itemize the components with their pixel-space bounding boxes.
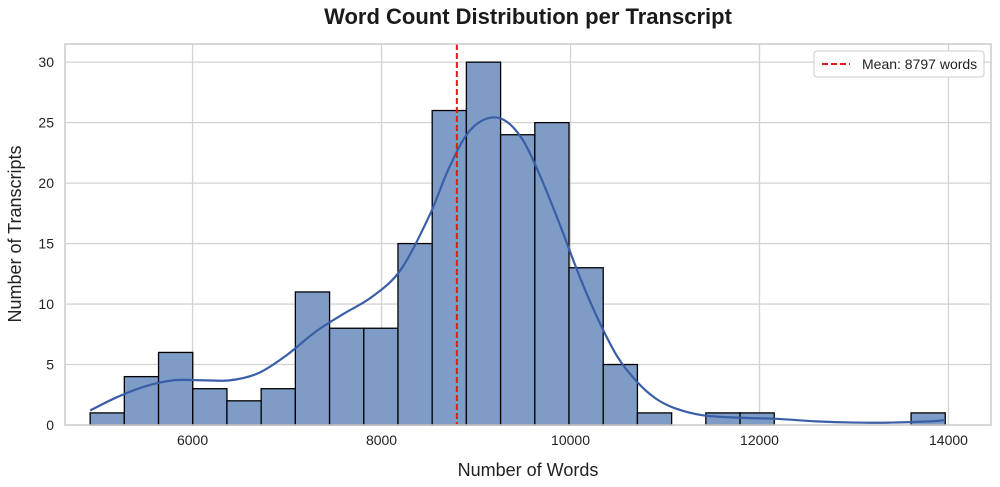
y-tick-label: 30 <box>38 54 54 70</box>
x-tick-labels: 6000 8000 10000 12000 14000 <box>177 432 968 448</box>
histogram-bar <box>465 61 502 426</box>
legend: Mean: 8797 words <box>813 50 985 78</box>
histogram-bar <box>123 375 160 426</box>
legend-box <box>813 50 985 78</box>
histogram-bar <box>534 121 570 426</box>
plot-frame <box>64 43 992 426</box>
histogram-bar <box>636 412 673 426</box>
y-tick-label: 20 <box>38 175 54 191</box>
histogram-bar <box>192 388 228 426</box>
histogram-bar <box>328 327 365 426</box>
y-tick-label: 0 <box>46 417 54 433</box>
x-tick-label: 12000 <box>740 432 779 448</box>
histogram-bar <box>157 351 194 426</box>
histogram-bar <box>499 134 536 426</box>
histogram-bar <box>705 412 741 426</box>
legend-mean-label: Mean: 8797 words <box>862 56 977 72</box>
histogram-bar <box>431 109 468 426</box>
histogram-bar <box>260 388 297 426</box>
y-tick-label: 25 <box>38 115 54 131</box>
y-axis-label: Number of Transcripts <box>5 145 25 322</box>
histogram-bar <box>397 242 433 426</box>
y-tick-label: 15 <box>38 236 54 252</box>
x-tick-label: 14000 <box>929 432 968 448</box>
y-tick-label: 5 <box>46 357 54 373</box>
x-axis-label: Number of Words <box>458 460 599 480</box>
histogram-bar <box>294 291 331 426</box>
y-tick-label: 10 <box>38 296 54 312</box>
chart-title: Word Count Distribution per Transcript <box>324 4 732 29</box>
histogram-bar <box>602 363 639 426</box>
histogram-bar <box>910 412 946 426</box>
histogram-bar <box>89 412 125 426</box>
histogram-bar <box>363 327 399 426</box>
x-tick-label: 8000 <box>366 432 397 448</box>
kde-curve <box>89 116 946 424</box>
histogram-bar <box>226 400 262 426</box>
x-tick-label: 10000 <box>551 432 590 448</box>
kde-line <box>89 116 946 424</box>
x-tick-label: 6000 <box>177 432 208 448</box>
histogram-bars <box>89 61 946 426</box>
y-tick-labels: 0 5 10 15 20 25 30 <box>38 54 54 433</box>
